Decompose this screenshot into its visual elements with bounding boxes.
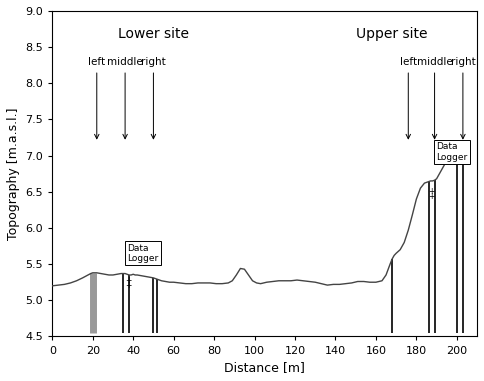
Text: left: left (400, 58, 417, 139)
Text: left: left (88, 58, 106, 139)
Y-axis label: Topography [m.a.s.l.]: Topography [m.a.s.l.] (7, 107, 20, 240)
Text: Data
Logger: Data Logger (127, 243, 158, 263)
Text: +: + (428, 187, 435, 196)
Text: +: + (428, 192, 435, 201)
Text: +: + (125, 281, 131, 290)
Text: Lower site: Lower site (118, 27, 189, 41)
Text: right: right (141, 58, 166, 139)
Text: Data
Logger: Data Logger (437, 142, 468, 162)
Text: middle: middle (417, 58, 453, 139)
Text: middle: middle (107, 58, 143, 139)
Text: right: right (451, 58, 475, 139)
X-axis label: Distance [m]: Distance [m] (224, 361, 305, 374)
Text: +: + (125, 276, 131, 285)
Text: Upper site: Upper site (356, 27, 428, 41)
